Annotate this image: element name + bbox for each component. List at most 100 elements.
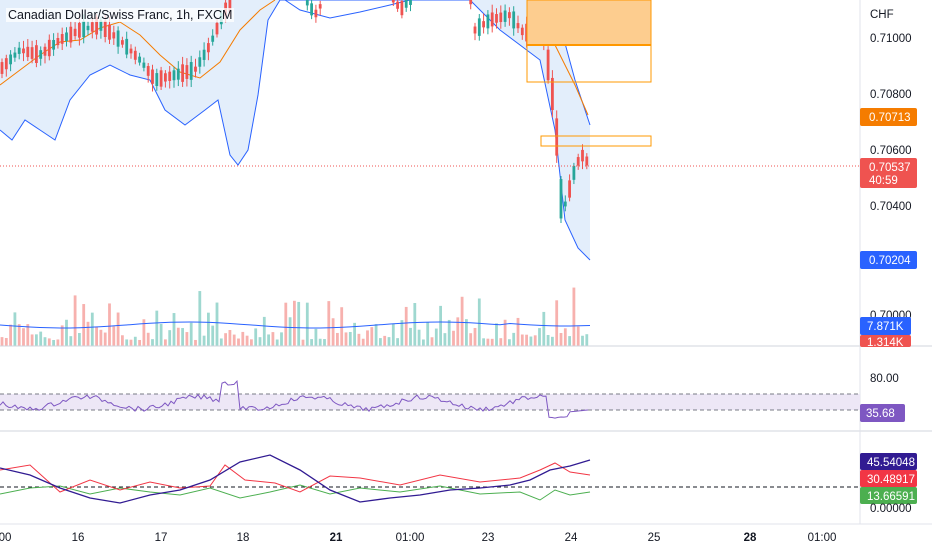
oscillator-pane[interactable] [0,454,860,504]
volume-bar [138,339,141,346]
bollinger-lower-line [0,0,591,261]
candle-body [65,32,68,42]
osc-line3-label: 13.66591 [867,491,915,503]
candle-body [310,3,313,16]
price-tick: 0.71000 [870,33,912,45]
volume-bar [142,319,146,346]
candle-body [108,24,111,40]
volume-bar [202,335,206,346]
volume-bar [336,332,339,346]
volume-bar [374,324,378,346]
time-label: 16 [72,532,85,544]
volume-bar [426,322,430,346]
candle-body [572,165,576,180]
volume-bar [495,323,498,346]
volume-bar [56,339,60,346]
volume-bar [129,339,133,346]
candle-body [516,23,520,29]
volume-bar [0,337,4,346]
volume-bar [172,313,176,346]
volume-bar [297,301,301,346]
volume-bar [443,333,447,346]
volume-bar [456,317,460,346]
last-price-label: 0.70537 [869,162,911,174]
supply-zone-outline[interactable] [526,44,652,83]
candle-body [0,62,4,74]
candle-body [172,70,176,81]
candle-body [133,50,137,60]
candle-body [146,66,150,76]
time-axis[interactable]: 00 16 17 18 21 01:00 23 24 25 28 01:00 [0,523,932,544]
osc-line1-tag [860,453,917,470]
candle-body [164,73,167,82]
osc-tick: 0.00000 [870,503,912,515]
candle-body [585,156,589,166]
volume-bar [108,303,111,346]
volume-bar [194,339,197,346]
volume-bar [95,326,98,346]
volume-bar [529,336,533,346]
lower-band-tag [860,251,917,269]
candle-body [490,12,494,27]
candle-body [142,62,146,68]
oscillator-red-line [0,462,591,493]
price-axis[interactable]: CHF 0.71000 0.70800 0.70600 0.70400 0.70… [860,9,917,515]
volume-bar [176,327,180,346]
candle-body [499,12,503,23]
candle-body [151,69,154,84]
candle-body [52,39,55,50]
volume-bar [572,287,576,346]
rsi-value-tag [860,404,905,422]
candle-body [26,46,30,58]
volume-bar [301,339,305,346]
candle-body [318,4,322,9]
price-pane[interactable] [0,0,860,261]
volume-ma-tag [860,317,911,335]
volume-bar [568,336,571,346]
volume-bar [116,312,120,346]
candle-body [13,52,17,58]
volume-bar [327,301,331,346]
volume-bar [413,303,417,346]
candle-body [409,0,412,5]
supply-zone-filled[interactable] [526,0,652,46]
candle-body [4,58,8,70]
volume-bar [159,323,163,346]
volume-bar [288,317,292,346]
candle-body [90,22,94,32]
rsi-pane[interactable] [0,379,860,419]
candle-body [116,30,120,47]
volume-bar [9,324,12,346]
volume-bar [499,338,503,346]
price-tick: 0.70600 [870,145,912,157]
rsi-line [0,379,589,419]
volume-bar [224,333,227,346]
volume-bar [477,298,481,346]
volume-bar [99,329,103,346]
volume-bar [245,335,249,346]
volume-bar [22,328,25,346]
volume-bar [133,336,137,346]
volume-bar [314,328,318,346]
candle-body [508,12,511,19]
volume-bar [43,337,47,346]
candle-body [43,46,47,56]
volume-bar [271,332,275,346]
candle-body [305,0,309,6]
volume-bar [78,333,81,346]
candle-body [396,1,399,9]
symbol-title[interactable]: Canadian Dollar/Swiss Franc, 1h, FXCM [6,8,235,22]
candle-body [495,14,498,23]
volume-bar [508,339,511,346]
osc-line3-tag [860,487,917,504]
resistance-zone-outline[interactable] [540,135,652,147]
volume-bar [469,333,473,346]
volume-bar [207,312,210,346]
candle-body [559,179,563,219]
volume-bar [331,318,335,346]
volume-bar [305,302,309,346]
volume-bar [357,333,361,346]
volume-bar [434,328,438,346]
volume-bar [465,319,468,346]
